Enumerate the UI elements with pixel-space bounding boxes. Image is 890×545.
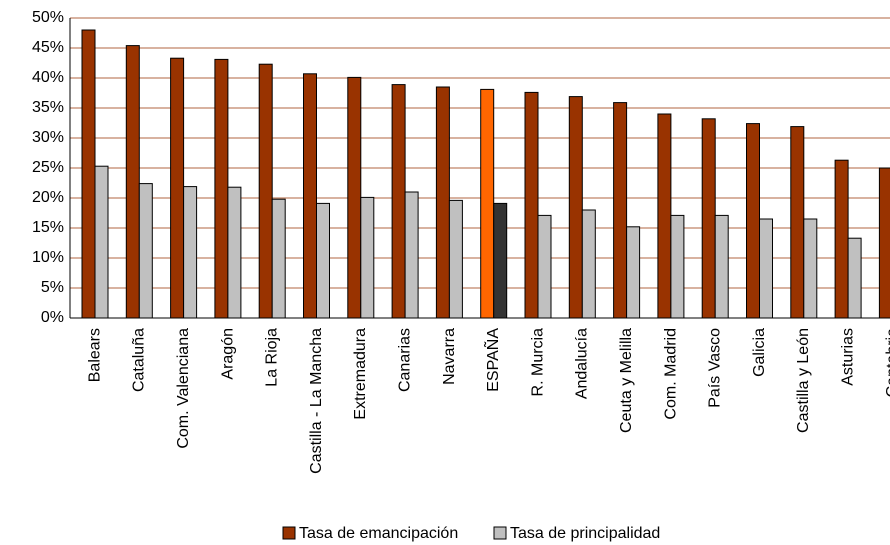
legend-label: Tasa de principalidad <box>510 525 660 542</box>
bar <box>834 159 849 319</box>
bar <box>227 186 242 319</box>
bar <box>613 102 628 319</box>
bar <box>258 63 273 319</box>
legend-swatch <box>493 526 507 540</box>
bar <box>701 118 716 319</box>
bar <box>524 91 539 319</box>
bar <box>790 126 805 319</box>
bar <box>537 214 552 319</box>
y-tick-label: 30% <box>32 129 64 146</box>
bar <box>360 196 375 319</box>
bar <box>347 76 362 319</box>
legend-swatch <box>282 526 296 540</box>
y-tick-label: 20% <box>32 189 64 206</box>
bar <box>435 86 450 319</box>
x-tick-label: ESPAÑA <box>482 328 502 392</box>
bar <box>803 218 818 319</box>
bar <box>493 202 508 319</box>
x-tick-label: Com. Valenciana <box>175 328 192 449</box>
bar <box>94 165 109 319</box>
x-tick-label: Com. Madrid <box>662 328 679 420</box>
bar <box>581 209 596 319</box>
x-tick-label: La Rioja <box>264 328 281 387</box>
x-tick-label: Castilla y León <box>795 328 812 433</box>
x-tick-label: Navarra <box>441 328 458 385</box>
bar <box>657 113 672 319</box>
x-tick-label: Cantabria <box>884 328 890 397</box>
bar <box>404 191 419 319</box>
bar <box>316 202 330 319</box>
y-tick-label: 25% <box>32 159 64 176</box>
bar <box>391 84 406 319</box>
x-tick-label: Cataluña <box>131 328 148 392</box>
y-tick-label: 15% <box>32 219 64 236</box>
y-tick-label: 45% <box>32 39 64 56</box>
bar <box>670 214 685 319</box>
x-tick-label: Canarias <box>396 328 413 392</box>
x-tick-label: Castilla - La Mancha <box>308 328 325 474</box>
bar <box>170 57 185 319</box>
bar <box>303 73 317 319</box>
bar <box>271 198 286 319</box>
bar <box>878 167 890 319</box>
bar <box>81 29 96 319</box>
x-tick-label: País Vasco <box>707 328 724 408</box>
x-tick-label: Aragón <box>219 328 236 380</box>
bar <box>480 88 495 319</box>
x-tick-label: Ceuta y Melilla <box>618 328 635 433</box>
x-tick-label: R. Murcia <box>529 328 546 397</box>
bar <box>125 45 140 319</box>
bar <box>183 186 198 319</box>
y-tick-label: 0% <box>41 309 64 326</box>
bar <box>448 199 463 319</box>
x-tick-label: Galicia <box>751 328 768 377</box>
y-tick-label: 50% <box>32 9 64 26</box>
bar <box>759 218 773 319</box>
y-tick-label: 10% <box>32 249 64 266</box>
bar <box>714 214 729 319</box>
y-tick-label: 35% <box>32 99 64 116</box>
x-tick-label: Asturias <box>839 328 856 386</box>
x-tick-label: Balears <box>86 328 103 382</box>
bar <box>214 58 229 319</box>
bar <box>568 96 583 319</box>
x-tick-label: Andalucía <box>574 328 591 399</box>
x-tick-label: Extremadura <box>352 328 369 420</box>
y-tick-label: 5% <box>41 279 64 296</box>
bar <box>847 237 862 319</box>
legend-label: Tasa de emancipación <box>299 525 458 542</box>
bar <box>626 226 641 319</box>
bar <box>138 183 153 319</box>
bar <box>746 123 760 319</box>
y-tick-label: 40% <box>32 69 64 86</box>
